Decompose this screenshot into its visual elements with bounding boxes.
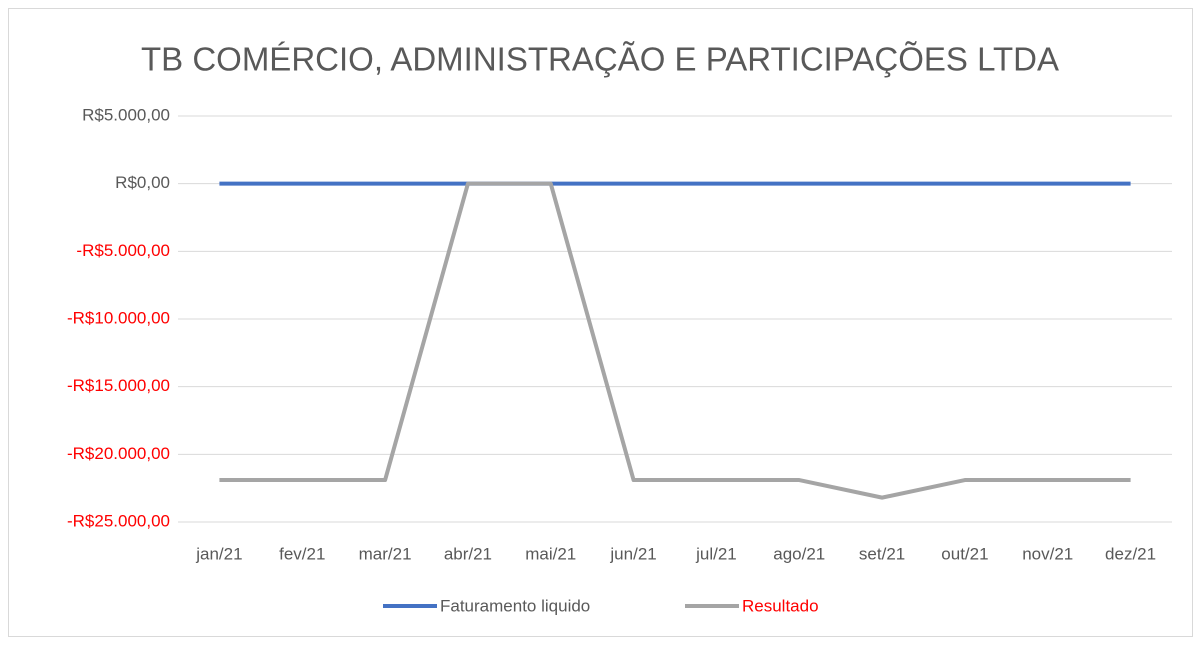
y-tick-label: -R$25.000,00 xyxy=(67,511,170,530)
x-tick-label: ago/21 xyxy=(773,544,825,563)
x-tick-label: out/21 xyxy=(941,544,988,563)
x-tick-label: dez/21 xyxy=(1105,544,1156,563)
x-tick-label: mai/21 xyxy=(525,544,576,563)
chart-title: TB COMÉRCIO, ADMINISTRAÇÃO E PARTICIPAÇÕ… xyxy=(141,41,1059,78)
y-tick-label: -R$5.000,00 xyxy=(76,241,170,260)
x-tick-label: abr/21 xyxy=(444,544,492,563)
x-tick-label: fev/21 xyxy=(279,544,325,563)
chart-border xyxy=(8,8,1193,637)
legend-label: Resultado xyxy=(742,596,819,615)
x-tick-label: set/21 xyxy=(859,544,905,563)
x-tick-label: jun/21 xyxy=(609,544,656,563)
legend-label: Faturamento liquido xyxy=(440,596,590,615)
y-tick-label: R$5.000,00 xyxy=(82,105,170,124)
x-tick-label: jan/21 xyxy=(195,544,242,563)
y-tick-label: -R$20.000,00 xyxy=(67,444,170,463)
y-tick-label: -R$15.000,00 xyxy=(67,376,170,395)
x-tick-label: jul/21 xyxy=(695,544,737,563)
series-line xyxy=(219,181,1131,500)
x-tick-label: nov/21 xyxy=(1022,544,1073,563)
y-tick-label: R$0,00 xyxy=(115,173,170,192)
y-tick-label: -R$10.000,00 xyxy=(67,308,170,327)
x-tick-label: mar/21 xyxy=(359,544,412,563)
